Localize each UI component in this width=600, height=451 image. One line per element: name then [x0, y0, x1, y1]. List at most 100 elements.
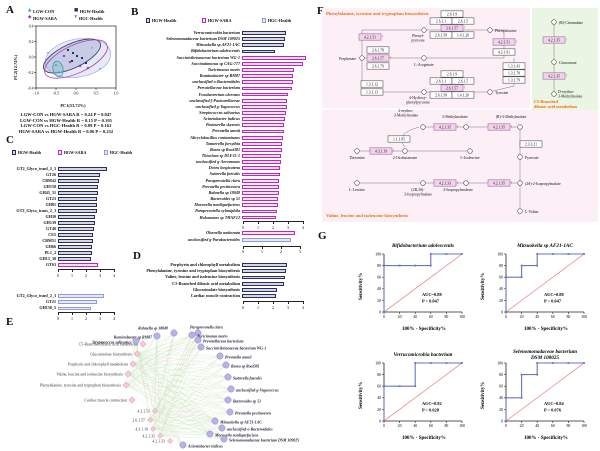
legend-swatch: [58, 150, 63, 155]
ec-box: [519, 140, 543, 148]
y-tick-label: 20: [377, 408, 381, 412]
x-tick-label: 20: [398, 424, 402, 428]
point-square: [85, 62, 87, 64]
bar: [241, 135, 283, 140]
network-edge: [149, 346, 202, 421]
bar: [241, 86, 292, 91]
network-edge: [152, 428, 184, 446]
bar-label: Olsenella umbonata: [205, 230, 240, 236]
axis-tick-label: 2: [85, 272, 87, 278]
legend-swatch: [146, 18, 151, 23]
legend-label: HGC-Health: [109, 150, 133, 155]
up-arrow-icon: ↑: [464, 25, 466, 30]
roc-ylabel: Sensitivity%: [481, 382, 486, 409]
point-square: [67, 49, 69, 51]
bacterium-node: [227, 385, 235, 393]
network-edge: [159, 339, 199, 437]
metabolite-label: 2-Oxobutanoate: [393, 156, 418, 160]
roc-title-line2: DSM 108025: [530, 355, 560, 361]
axis-tick: [262, 246, 263, 249]
axis-tick: [288, 302, 289, 305]
axis-tick: [86, 270, 87, 273]
roc-point: [383, 264, 385, 267]
up-arrow-icon: ↑: [393, 148, 395, 153]
enzyme-node: [152, 408, 158, 414]
legend-item: HGC-Health: [262, 18, 291, 23]
bar: [57, 306, 92, 311]
bar-row: GH66: [4, 244, 93, 250]
legend-label: HGW-SARA: [207, 18, 232, 23]
network-edge: [127, 364, 227, 375]
bar-label: Thioclava sp DLFJ5-1: [201, 153, 240, 159]
bacterium-node-label: unclassified-g-Vagococcus: [236, 388, 279, 392]
bar: [241, 197, 279, 202]
bar-label: GT26: [45, 171, 56, 177]
bar-row: Alicyclobacillus contaminans: [130, 135, 283, 141]
network-edge: [136, 353, 231, 413]
network-edge: [132, 332, 175, 365]
axis-tick: [114, 313, 115, 316]
enzyme-node-label: 4.2.1.35: [142, 434, 155, 438]
bar-label: CBM42: [42, 177, 56, 183]
network-edge: [125, 376, 229, 386]
bar-label: Phenylalanine, tyrosine and tryptophan b…: [146, 268, 240, 274]
network-edge: [136, 339, 199, 355]
y-tick-label: 0: [501, 419, 503, 423]
roc-point: [536, 264, 539, 267]
network-edge: [149, 419, 223, 429]
enzyme-node: [147, 417, 153, 423]
network-edge: [135, 340, 161, 437]
bar: [241, 123, 285, 128]
network-edge: [132, 334, 193, 365]
bar-row: Porphyrin and chlorophyll metabolism: [130, 262, 287, 268]
network-edge: [125, 332, 199, 386]
axis-tick: [243, 246, 244, 249]
axis-tick: [300, 246, 301, 249]
bar: [241, 263, 287, 267]
bar-label: Valine, leucine and isoleucine biosynthe…: [165, 274, 240, 280]
bar-row: Bifidobacterium adolescentis: [130, 48, 275, 54]
roc-point: [520, 396, 523, 399]
bar-label: Acinetobacter indicus: [203, 116, 240, 122]
metabolite-label: Pyruvate: [525, 156, 539, 160]
bar-row: Succinatimonas sp CAG:777: [130, 61, 303, 67]
panel-label-e: E: [6, 316, 14, 328]
metabolite-label: Phenylalanine: [495, 29, 517, 33]
bar-row: GH158: [4, 184, 99, 190]
network-edge: [135, 340, 156, 412]
bar: [241, 203, 278, 208]
x-tick-label: 1.0: [114, 92, 119, 96]
y-tick-label: 80: [499, 373, 503, 377]
roc-xlabel: 100% - Specificity%: [524, 436, 568, 441]
network-edge: [154, 334, 193, 412]
panel-label-b: B: [131, 6, 139, 18]
network-edge: [152, 355, 221, 430]
axis-tick: [258, 222, 259, 225]
bacterium-node: [218, 424, 226, 432]
network-edge: [135, 340, 154, 430]
x-tick-label: 60: [551, 315, 555, 319]
bar-label: Glucosinolate biosynthesis: [192, 286, 240, 292]
bar-label: Fusobacterium ulcerans: [198, 91, 240, 97]
bar-row: CBM42: [4, 178, 99, 184]
metabolite-label: Phenyl-: [412, 34, 425, 38]
bar-row: GT63: [4, 262, 99, 268]
network-edge: [149, 376, 229, 421]
ec-box: [502, 76, 526, 84]
bar-row: Prevotella amnii: [130, 128, 284, 134]
bar-row: Mitsuokella sp AF21-1AC: [130, 42, 285, 48]
bar: [241, 231, 295, 236]
p-value: P = 0.076: [544, 408, 562, 413]
y-tick-label: 100: [375, 361, 381, 365]
network-edge: [136, 353, 221, 357]
ec-box-label: 1.3.1.79: [508, 79, 520, 83]
network-edge: [127, 373, 211, 435]
roc-title: Bifidobacterium adolescentis: [391, 243, 454, 249]
bar: [241, 31, 286, 35]
bar-label: Prevotella pectinovora: [202, 183, 240, 189]
panel-label-c: C: [6, 134, 14, 146]
bar-row: GH130_5: [4, 305, 92, 311]
roc-point: [505, 396, 507, 399]
ec-box: [369, 147, 393, 155]
bar-row: Rahnella sp 18049: [130, 190, 279, 196]
